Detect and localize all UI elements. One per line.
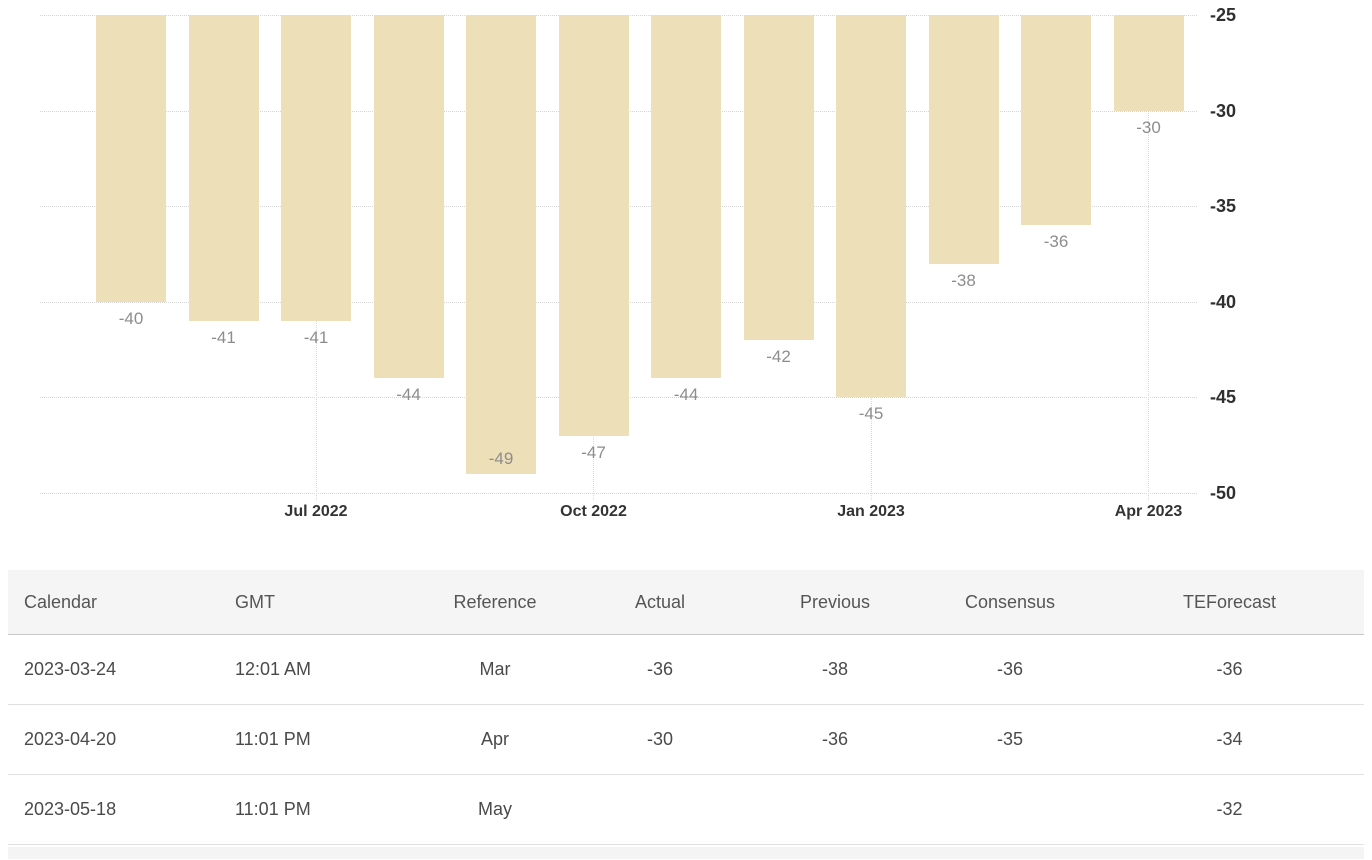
cell-teforecast: -36 [1216,659,1243,679]
x-axis-tick-label: Jan 2023 [837,503,905,520]
cell-calendar: 2023-04-20 [24,729,117,749]
chart-plot-area: Jul 2022 Oct 2022 Jan 2023 Apr 2023 -40 -41 -4… [40,0,1197,540]
cell-calendar: 2023-05-18 [24,799,117,819]
cell-reference: Mar [479,659,511,679]
bar-jul-2022[interactable] [281,15,351,321]
bar-apr-2023[interactable] [1113,15,1184,111]
bar-value-label: -40 [118,308,144,328]
bar-chart: Jul 2022 Oct 2022 Jan 2023 Apr 2023 -40 -41 -4… [40,0,1237,540]
bar-value-label: -36 [1043,232,1069,252]
bar-jun-2022[interactable] [188,15,259,321]
cell-reference: Apr [480,729,509,749]
header-actual: Actual [634,591,686,612]
cell-teforecast: -32 [1216,799,1243,819]
cell-actual: -30 [646,729,673,749]
cell-gmt: 11:01 PM [235,729,311,749]
x-axis-tick-label: Apr 2023 [1114,503,1183,520]
header-previous: Previous [799,591,871,612]
bar-sep-2022[interactable] [466,15,536,474]
table-row: 2023-05-18 11:01 PM May -32 [8,775,1364,845]
y-axis-tick-label: -45 [1210,387,1237,408]
bar-mar-2023[interactable] [1021,15,1091,226]
bar-value-label: -44 [673,385,699,405]
bar-value-label: -47 [581,442,606,462]
header-teforecast: TEForecast [1182,591,1277,612]
y-axis-tick-label: -30 [1210,100,1237,121]
cell-actual: -36 [646,659,673,679]
bar-feb-2023[interactable] [928,15,999,264]
header-calendar: Calendar [24,591,98,612]
bar-value-label: -41 [303,327,329,347]
x-gridline [1148,15,1149,500]
y-axis-tick-label: -35 [1210,196,1237,217]
cell-gmt: 12:01 AM [235,659,312,679]
cell-reference: May [477,799,512,819]
header-gmt: GMT [235,591,275,612]
y-axis-tick-label: -25 [1210,5,1237,25]
x-axis-tick-label: Jul 2022 [284,503,348,520]
x-axis-tick-label: Oct 2022 [560,503,627,520]
bar-value-label: -41 [211,327,236,347]
table-header-row: Calendar GMT Reference Actual Previous Consen… [8,570,1364,635]
y-gridline [40,493,1197,494]
y-axis-tick-label: -40 [1210,291,1237,312]
bar-oct-2022[interactable] [558,15,629,436]
table-row: 2023-03-24 12:01 AM Mar -36 -38 -36 -36 [8,635,1364,705]
bar-value-label: -42 [766,347,791,367]
y-axis-tick-label: -50 [1210,483,1237,503]
bar-value-label: -38 [951,270,976,290]
cell-consensus: -35 [996,729,1023,749]
bar-may-2022[interactable] [96,15,166,302]
bar-dec-2022[interactable] [743,15,814,341]
header-consensus: Consensus [964,591,1056,612]
bar-jan-2023[interactable] [836,15,906,398]
table-row: 2023-04-20 11:01 PM Apr -30 -36 -35 -34 [8,705,1364,775]
cell-previous: -38 [821,659,848,679]
cell-consensus: -36 [996,659,1023,679]
table-body: 2023-03-24 12:01 AM Mar -36 -38 -36 -36 2023-04… [8,635,1364,845]
calendar-table: Calendar GMT Reference Actual Previous Consen… [8,570,1364,845]
bar-aug-2022[interactable] [373,15,444,379]
cell-previous: -36 [821,729,848,749]
next-table-strip [8,847,1364,859]
bar-value-label: -45 [858,404,884,424]
header-reference: Reference [453,591,537,612]
bar-nov-2022[interactable] [651,15,721,379]
cell-teforecast: -34 [1216,729,1243,749]
bar-value-label: -44 [396,385,421,405]
cell-calendar: 2023-03-24 [24,659,117,679]
cell-gmt: 11:01 PM [235,799,311,819]
bar-value-label: -30 [1136,117,1161,137]
bar-value-label: -49 [488,448,514,468]
